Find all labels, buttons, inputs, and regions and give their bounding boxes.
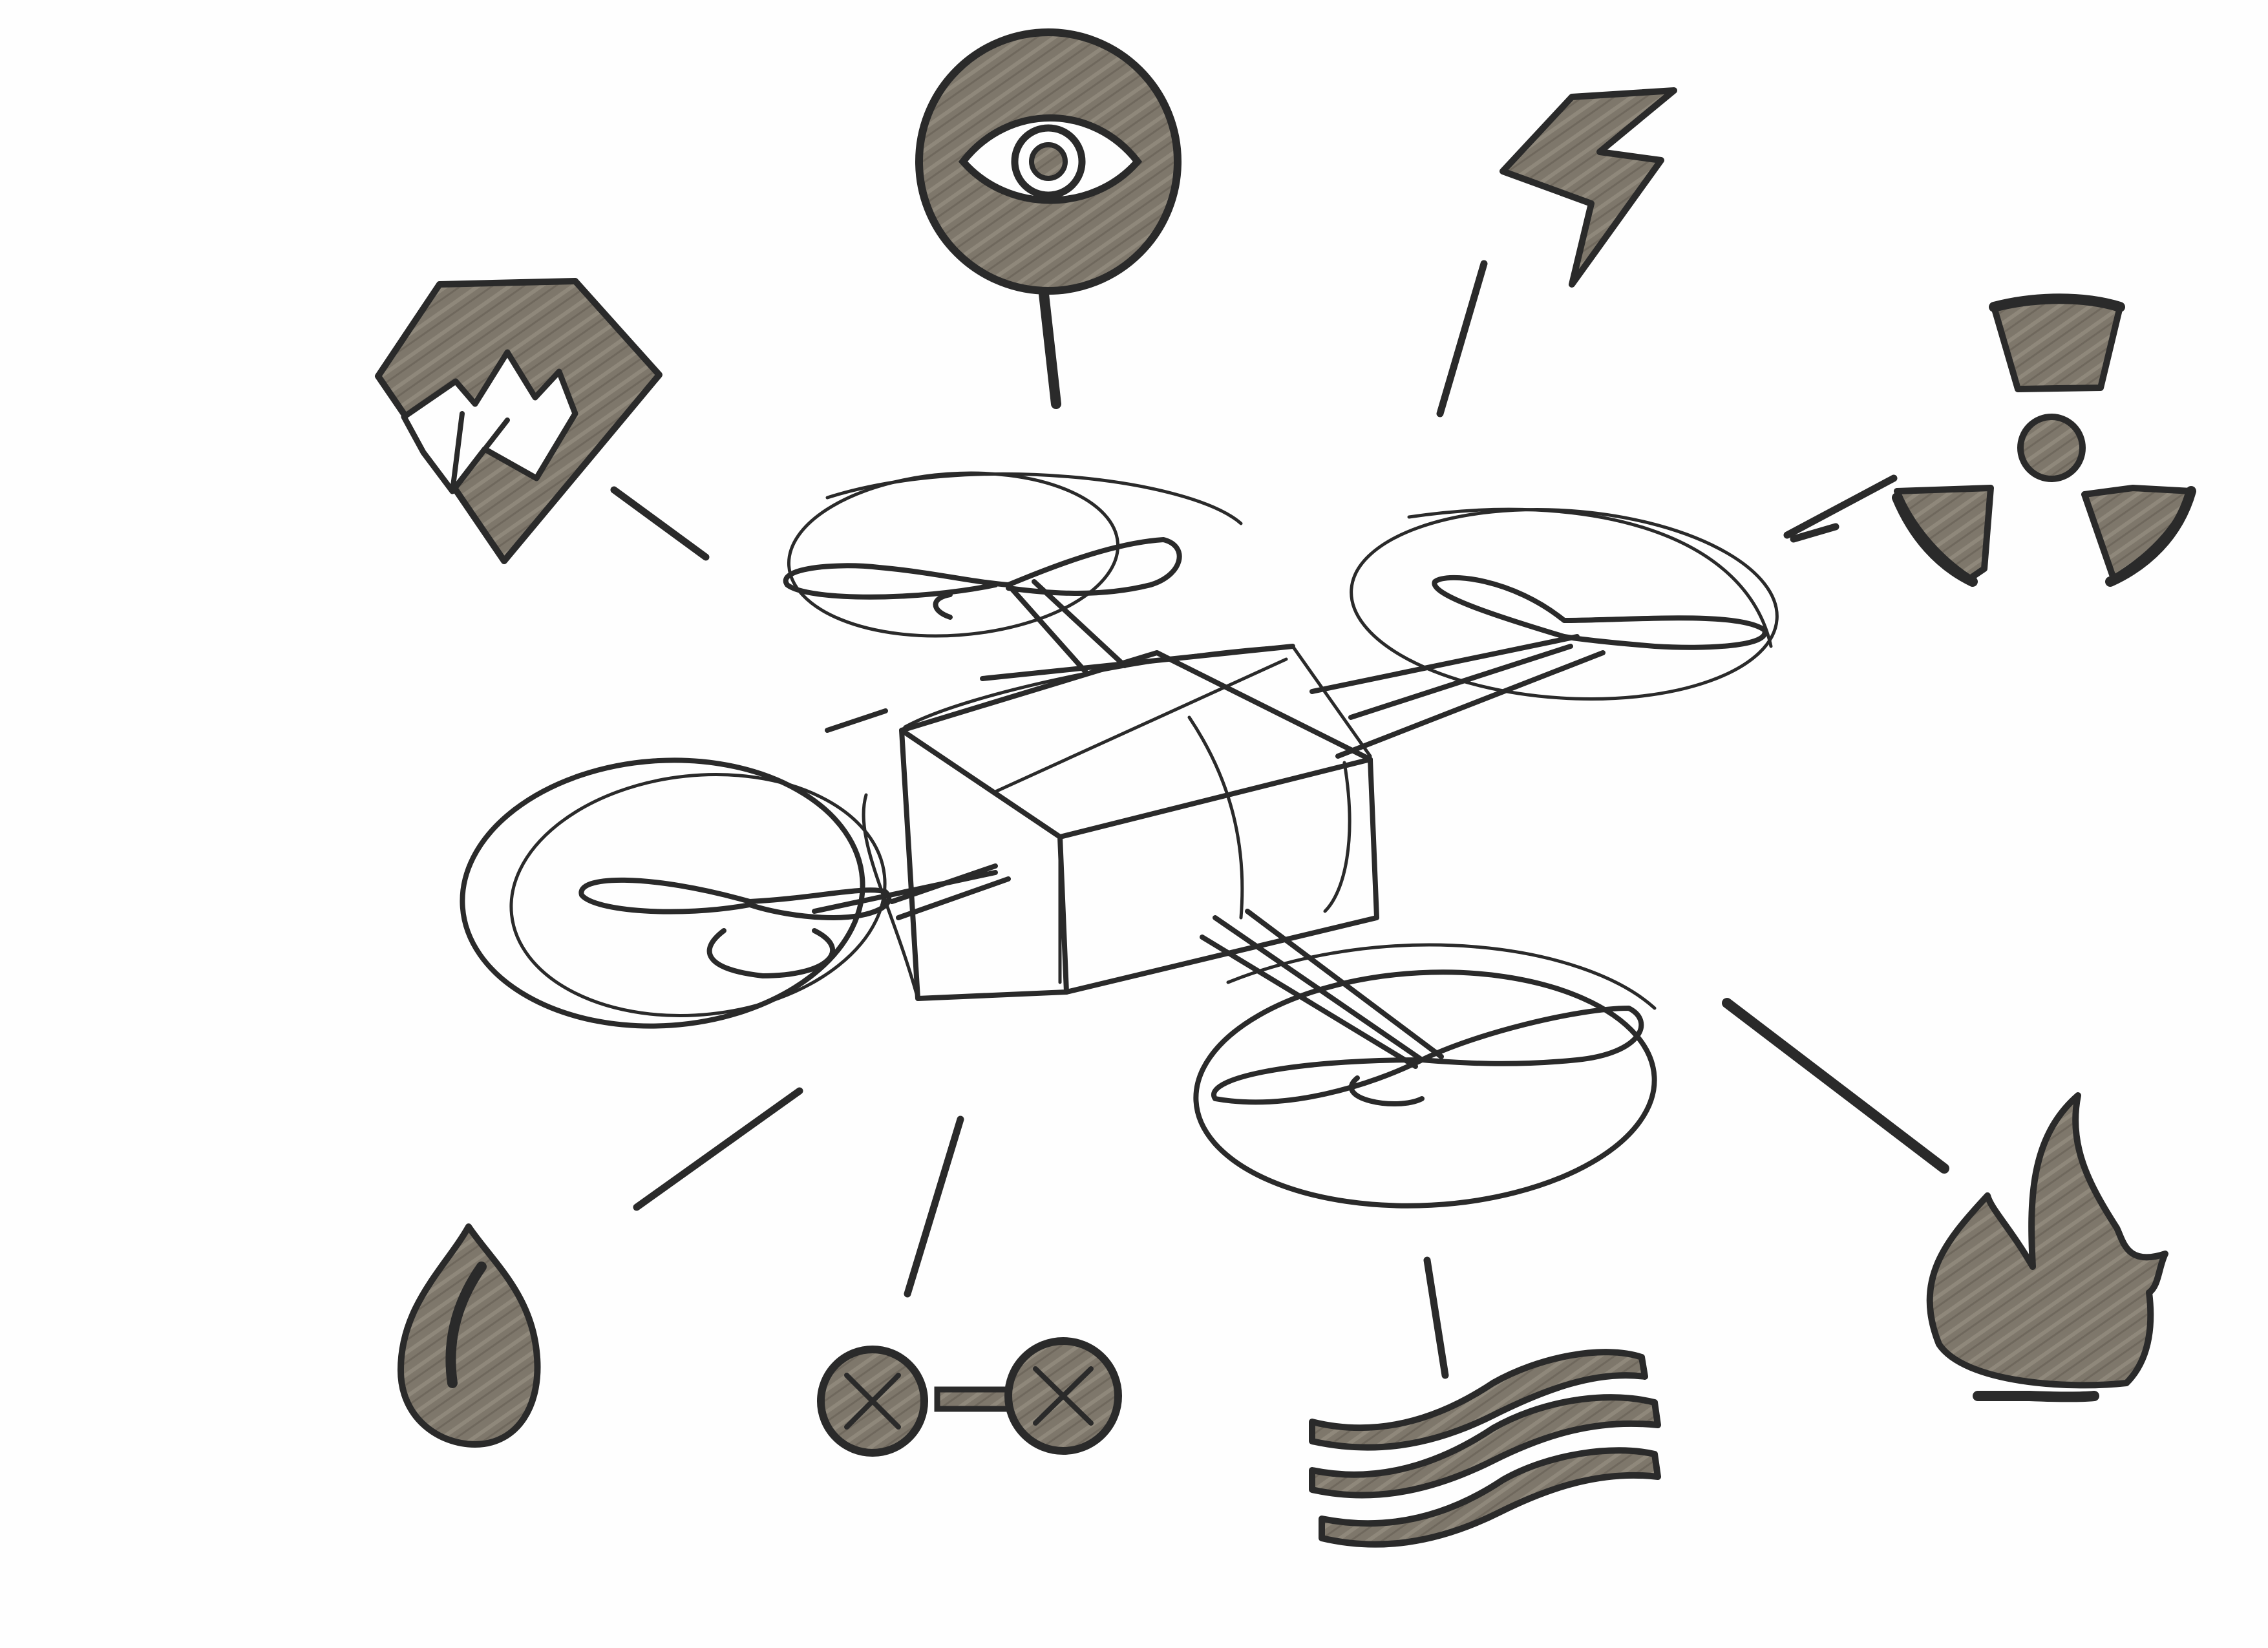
rotor-disc-top-right xyxy=(1350,508,1779,701)
connector-mountain xyxy=(610,486,710,561)
quadcopter-drone-icon xyxy=(460,471,1779,1209)
lightning-bolt-shape xyxy=(1500,87,1677,288)
propeller-top-right xyxy=(1432,575,1768,650)
mountain-ridge-lines xyxy=(450,411,510,494)
rotor-blur-bottom-left xyxy=(509,773,887,1017)
radiation-blade-top-rim xyxy=(1989,293,2125,312)
rotor-disc-top-left xyxy=(787,471,1120,638)
rotor-blur-top-left xyxy=(825,472,1243,525)
radiation-core xyxy=(2017,414,2086,482)
wind-waves-icon xyxy=(1309,1349,1661,1548)
eye-visibility-icon xyxy=(915,28,1182,295)
rotor-disc-bottom-right xyxy=(1193,969,1657,1209)
connector-lines xyxy=(610,260,1949,1379)
connector-drop xyxy=(633,1087,803,1211)
circle-left-cross xyxy=(844,1373,901,1430)
propeller-bottom-right xyxy=(1211,1006,1644,1105)
linked-fault-circles-icon xyxy=(817,1337,1122,1457)
connector-lightning xyxy=(1436,260,1488,417)
water-drop-highlight xyxy=(445,1262,487,1388)
wave-two xyxy=(1309,1394,1661,1499)
rotor-blur-top-right xyxy=(1407,507,1773,648)
eye-pupil xyxy=(1029,142,1068,181)
eye-iris xyxy=(1011,124,1086,199)
lightning-bolt-icon xyxy=(1500,87,1677,288)
radiation-hazard-icon xyxy=(1892,293,2196,587)
connector-eye xyxy=(1037,271,1061,409)
mountain-peaks xyxy=(401,349,578,494)
connector-radiation xyxy=(1783,474,1898,543)
arm-bottom-right xyxy=(1200,909,1444,1069)
connector-circles xyxy=(904,1115,964,1298)
circle-right-cross xyxy=(1033,1366,1094,1426)
wave-one xyxy=(1309,1349,1648,1451)
propeller-top-left xyxy=(783,537,1182,600)
water-drop-shape xyxy=(397,1223,541,1448)
connector-fire xyxy=(1722,998,1949,1174)
propeller-top-left-swirl xyxy=(933,592,953,620)
radiation-blade-left-rim xyxy=(1892,492,1978,587)
arm-top-right xyxy=(1309,634,1606,759)
mountain-terrain-icon xyxy=(375,278,662,564)
arm-top-left xyxy=(1006,579,1127,675)
propeller-bottom-left-swirl xyxy=(706,928,836,978)
rotor-blur-bottom-right xyxy=(1226,943,1657,1010)
propeller-bottom-left xyxy=(578,877,892,920)
radiation-blade-right-rim xyxy=(2105,486,2196,587)
fire-flame-shape xyxy=(1926,1092,2168,1389)
radiation-blade-top xyxy=(1991,295,2123,392)
drone-body-sketch-lines xyxy=(862,644,1372,1000)
propeller-bottom-right-swirl xyxy=(1348,1075,1425,1106)
wave-three xyxy=(1319,1447,1661,1548)
drone-body-extra-lines xyxy=(825,644,1295,733)
fire-flame-icon xyxy=(1926,1092,2168,1402)
fire-base-line xyxy=(1973,1391,2099,1402)
water-drop-icon xyxy=(397,1223,541,1448)
rotor-disc-bottom-left xyxy=(460,757,865,1029)
drone-body-top xyxy=(899,650,1373,762)
drone-body-side xyxy=(1057,757,1379,995)
connector-waves xyxy=(1423,1256,1449,1379)
